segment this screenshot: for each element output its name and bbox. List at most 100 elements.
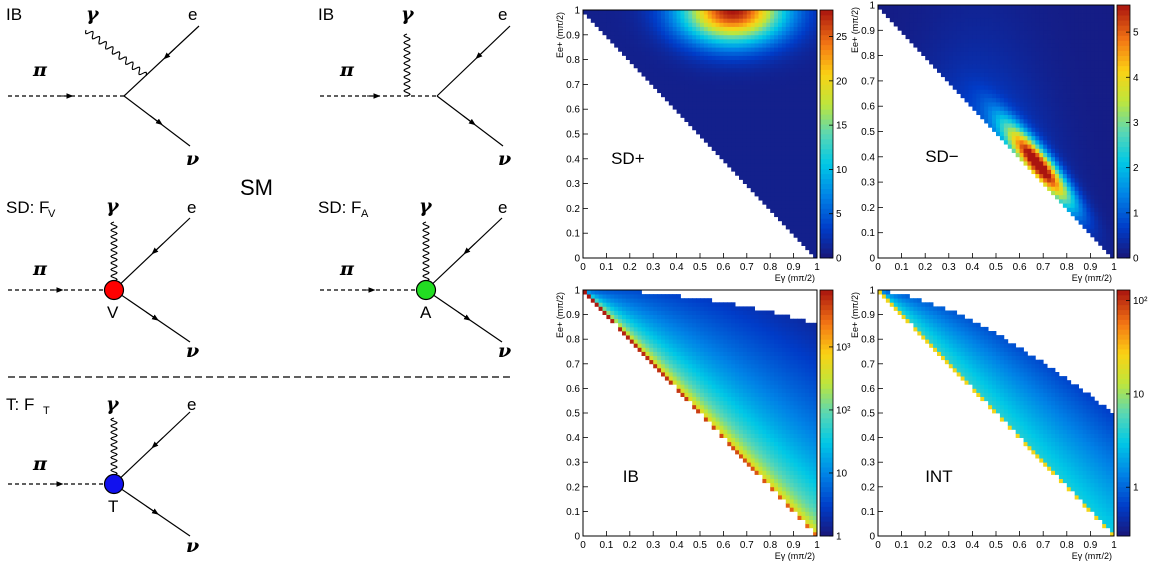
heatmap-cell <box>645 311 649 316</box>
heatmap-cell <box>708 51 712 56</box>
heatmap-cell <box>1059 165 1063 170</box>
heatmap-cell <box>720 155 724 160</box>
heatmap-cell <box>1071 140 1075 145</box>
heatmap-cell <box>653 35 657 40</box>
heatmap-cell <box>720 372 724 377</box>
heatmap-cell <box>735 14 739 19</box>
heatmap-cell <box>759 335 763 340</box>
y-tick-label: 0.9 <box>566 30 580 41</box>
heatmap-cell <box>762 450 766 455</box>
colorbar-tick-label: 0 <box>836 254 842 265</box>
heatmap-cell <box>1047 13 1051 18</box>
heatmap-cell <box>961 51 965 56</box>
heatmap-cell <box>1039 157 1043 162</box>
heatmap-cell <box>1027 68 1031 73</box>
heatmap-cell <box>1024 72 1028 77</box>
heatmap-cell <box>972 64 976 69</box>
heatmap-cell <box>700 364 704 369</box>
heatmap-cell <box>1059 26 1063 31</box>
heatmap-cell <box>747 356 751 361</box>
heatmap-cell <box>692 31 696 36</box>
heatmap-cell <box>786 225 790 230</box>
heatmap-cell <box>945 30 949 35</box>
heatmap-cell <box>1016 136 1020 141</box>
heatmap-cell <box>1039 132 1043 137</box>
heatmap-cell <box>700 84 704 89</box>
heatmap-cell <box>1008 47 1012 52</box>
heatmap-cell <box>634 315 638 320</box>
heatmap-cell <box>735 425 739 430</box>
heatmap-cell <box>957 9 961 14</box>
heatmap-cell <box>1047 136 1051 141</box>
heatmap-cell <box>778 72 782 77</box>
heatmap-cell <box>743 43 747 48</box>
heatmap-cell <box>759 97 763 102</box>
colorbar-segment <box>1117 81 1130 86</box>
heatmap-cell <box>1047 102 1051 107</box>
heatmap-cell <box>653 10 657 15</box>
heatmap-cell <box>941 30 945 35</box>
heatmap-cell <box>681 89 685 94</box>
y-tick-label: 0.8 <box>566 55 580 66</box>
heatmap-cell <box>992 98 996 103</box>
heatmap-cell <box>712 380 716 385</box>
colorbar-tick-label: 15 <box>836 121 848 132</box>
heatmap-cell <box>1055 161 1059 166</box>
heatmap-cell <box>735 429 739 434</box>
heatmap-cell <box>692 347 696 352</box>
colorbar-segment <box>820 45 833 50</box>
heatmap-cell <box>1043 178 1047 183</box>
heatmap-cell <box>1047 26 1051 31</box>
heatmap-cell <box>1106 89 1110 94</box>
heatmap-cell <box>669 298 673 303</box>
heatmap-cell <box>716 64 720 69</box>
heatmap-cell <box>941 26 945 31</box>
heatmap-cell <box>933 51 937 56</box>
heatmap-cell <box>945 43 949 48</box>
heatmap-cell <box>762 64 766 69</box>
heatmap-cell <box>1086 182 1090 187</box>
heatmap-cell <box>649 360 653 365</box>
heatmap-cell <box>805 51 809 56</box>
heatmap-cell <box>657 27 661 32</box>
heatmap-cell <box>805 117 809 122</box>
heatmap-cell <box>790 163 794 168</box>
heatmap-cell <box>661 14 665 19</box>
heatmap-cell <box>649 347 653 352</box>
heatmap-cell <box>1004 115 1008 120</box>
heatmap-cell <box>735 384 739 389</box>
heatmap-cell <box>731 43 735 48</box>
heatmap-cell <box>976 47 980 52</box>
heatmap-cell <box>762 417 766 422</box>
heatmap-cell <box>684 388 688 393</box>
heatmap-cell <box>1024 43 1028 48</box>
heatmap-cell <box>1098 26 1102 31</box>
heatmap-cell <box>1083 132 1087 137</box>
heatmap-cell <box>681 356 685 361</box>
heatmap-cell <box>770 155 774 160</box>
heatmap-cell <box>618 39 622 44</box>
heatmap-cell <box>634 294 638 299</box>
heatmap-cell <box>805 204 809 209</box>
heatmap-cell <box>786 113 790 118</box>
heatmap-cell <box>755 384 759 389</box>
heatmap-cell <box>657 80 661 85</box>
heatmap-cell <box>727 335 731 340</box>
heatmap-cell <box>766 188 770 193</box>
heatmap-cell <box>1075 216 1079 221</box>
heatmap-cell <box>720 302 724 307</box>
heatmap-cell <box>1102 56 1106 61</box>
heatmap-cell <box>681 323 685 328</box>
heatmap-cell <box>906 9 910 14</box>
heatmap-cell <box>1047 153 1051 158</box>
heatmap-cell <box>778 217 782 222</box>
heatmap-cell <box>1094 207 1098 212</box>
nu-label: ν <box>186 148 199 170</box>
heatmap-cell <box>626 51 630 56</box>
heatmap-cell <box>747 311 751 316</box>
heatmap-cell <box>739 138 743 143</box>
heatmap-cell <box>1063 169 1067 174</box>
heatmap-cell <box>1075 64 1079 69</box>
heatmap-cell <box>630 14 634 19</box>
heatmap-cell <box>673 31 677 36</box>
